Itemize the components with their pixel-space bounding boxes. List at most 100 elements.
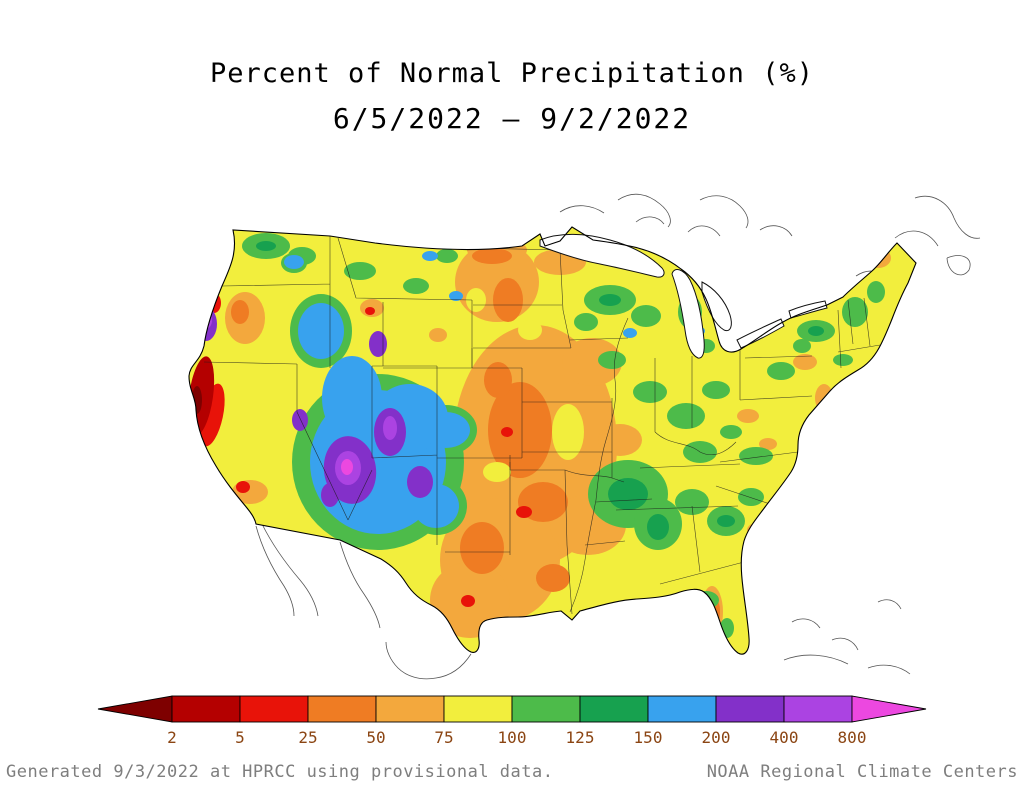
scale-label: 150 [634, 728, 663, 747]
contour-region [631, 305, 661, 327]
contour-region [449, 291, 463, 301]
scale-segment [375, 695, 445, 723]
contour-region [322, 356, 382, 440]
contour-region [574, 313, 598, 331]
scale-arrow-high [851, 695, 927, 723]
contour-region [737, 409, 759, 423]
footer: Generated 9/3/2022 at HPRCC using provis… [0, 762, 1024, 782]
scale-segment [783, 695, 853, 723]
scale-label: 100 [498, 728, 527, 747]
lake-huron [701, 281, 732, 332]
contour-region [767, 362, 795, 380]
scale-segment [647, 695, 717, 723]
scale-label: 50 [366, 728, 385, 747]
contour-region [598, 351, 626, 369]
contour-region [759, 438, 777, 450]
contour-region [833, 354, 853, 366]
scale-segment [579, 695, 649, 723]
contour-region [633, 381, 667, 403]
scale-label: 25 [298, 728, 317, 747]
scale-segment [307, 695, 377, 723]
color-scale: 2 5 25 50 75 100 125 150 200 400 800 [97, 695, 927, 747]
contour-region [702, 381, 730, 399]
contour-region [341, 459, 353, 475]
contour-region [720, 425, 742, 439]
atlantic-islands-coastline [783, 599, 911, 675]
contour-region [460, 522, 504, 574]
contour-region [599, 294, 621, 306]
contour-region [429, 328, 447, 342]
contour-region [369, 331, 387, 357]
contour-region [202, 313, 208, 323]
contour-region [598, 424, 642, 456]
contour-region [321, 483, 339, 507]
scale-segment [171, 695, 241, 723]
contour-region [717, 515, 735, 527]
scale-label: 75 [434, 728, 453, 747]
contour-region [422, 412, 470, 448]
precip-field [189, 227, 916, 655]
contour-region [667, 403, 705, 429]
contour-region [738, 488, 764, 506]
scale-label: 2 [167, 728, 177, 747]
contour-region [472, 248, 512, 264]
scale-label: 125 [566, 728, 595, 747]
contour-region [747, 523, 767, 537]
contour-region [484, 362, 512, 398]
contour-region [675, 489, 709, 515]
contour-region [207, 293, 221, 313]
mexico-coastline [255, 523, 472, 680]
contour-region [647, 514, 669, 540]
contour-region [284, 255, 304, 269]
contour-region [623, 328, 637, 338]
contour-region [536, 564, 570, 592]
contour-region [365, 307, 375, 315]
title-date-range: 6/5/2022 – 9/2/2022 [332, 102, 692, 135]
lake-superior [539, 233, 665, 278]
scale-segment [715, 695, 785, 723]
contour-region [866, 251, 880, 261]
scale-label: 5 [235, 728, 245, 747]
canada-coastline [559, 193, 981, 281]
us-precip-map [188, 193, 981, 680]
contour-region [298, 303, 344, 359]
contour-region [292, 409, 308, 431]
great-lakes [539, 233, 828, 359]
contour-region [739, 447, 773, 465]
scale-label: 200 [702, 728, 731, 747]
contour-region [608, 478, 648, 510]
contour-region [436, 249, 458, 263]
title-line-1: Percent of Normal Precipitation (%) [210, 58, 814, 89]
contour-region [793, 339, 811, 353]
contour-region [516, 506, 532, 518]
contour-region [383, 416, 397, 440]
scale-segment [511, 695, 581, 723]
scale-arrow-low [97, 695, 173, 723]
footer-generated-text: Generated 9/3/2022 at HPRCC using provis… [6, 762, 554, 782]
contour-region [192, 386, 202, 414]
contour-region [562, 338, 622, 386]
contour-region [867, 281, 885, 303]
contour-region [501, 427, 513, 437]
scale-segment [443, 695, 513, 723]
lake-michigan [671, 268, 705, 359]
contour-region [344, 262, 376, 280]
contour-region [461, 595, 475, 607]
footer-credit-text: NOAA Regional Climate Centers [706, 762, 1018, 782]
state-borders [203, 236, 881, 615]
contour-region [256, 241, 276, 251]
contour-region [231, 300, 249, 324]
contour-region [422, 251, 438, 261]
contour-region [793, 354, 817, 370]
contour-region [488, 382, 552, 478]
scale-label: 800 [838, 728, 867, 747]
contour-region [407, 466, 433, 498]
contour-region [236, 481, 250, 493]
contour-region [483, 462, 511, 482]
contour-region [518, 320, 542, 340]
contour-region [842, 297, 868, 327]
contour-region [466, 288, 486, 312]
contour-region [808, 326, 824, 336]
contour-region [403, 278, 429, 294]
